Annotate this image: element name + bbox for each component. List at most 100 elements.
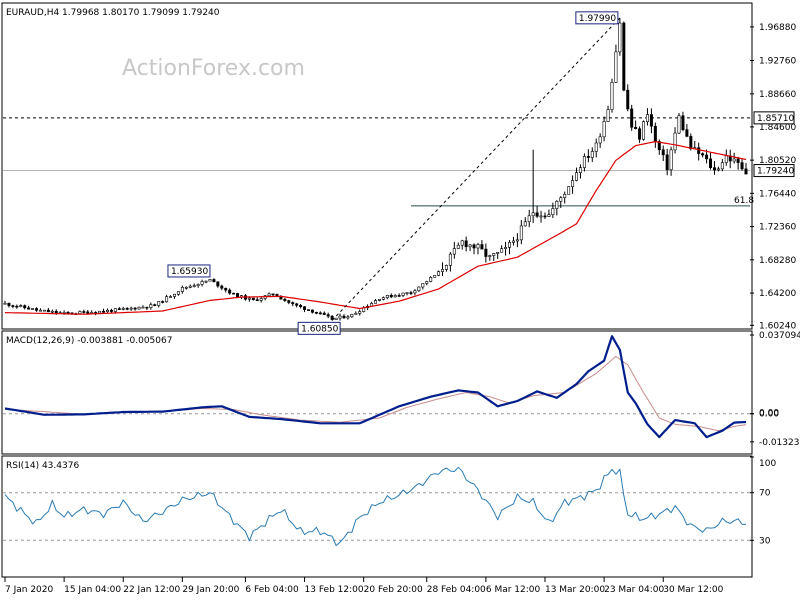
candle-body — [153, 304, 157, 306]
candle-body — [476, 244, 480, 249]
time-tick-label: 13 Mar 20:00 — [545, 585, 605, 595]
candle-body — [306, 309, 310, 311]
candle-body — [547, 214, 551, 217]
candle-body — [626, 89, 630, 110]
candle-body — [610, 82, 614, 110]
candle-body — [555, 200, 559, 209]
price-tick-label: 1.84600 — [759, 123, 796, 133]
candle-body — [271, 293, 275, 296]
candle-body — [204, 280, 208, 283]
rsi-line — [4, 466, 746, 547]
macd-tick-label: 0.00 — [759, 410, 779, 420]
candle-body — [149, 304, 153, 308]
candle-body — [618, 22, 622, 53]
candle-body — [169, 296, 173, 298]
annotation-label: 1.60850 — [301, 324, 338, 334]
time-tick-label: 6 Mar 12:00 — [486, 585, 541, 595]
candle-body — [121, 308, 125, 310]
candle-body — [630, 108, 634, 128]
candle-body — [559, 197, 563, 202]
candle-body — [62, 312, 66, 314]
candle-body — [543, 215, 547, 218]
price-levels: 1.85710 1.79240 61.8 — [3, 111, 795, 207]
candle-body — [310, 309, 314, 313]
candle-body — [649, 114, 653, 127]
annotation-label: 1.65930 — [171, 267, 208, 277]
candle-body — [669, 149, 673, 170]
price-axis: 1.96880 1.92760 1.88660 1.84600 1.80520 1.764… — [750, 23, 796, 331]
candle-body — [425, 281, 429, 284]
candle-body — [488, 255, 492, 257]
candle-body — [606, 109, 610, 122]
candle-body — [389, 295, 393, 298]
candle-body — [303, 306, 307, 310]
candle-body — [86, 311, 90, 314]
candle-body — [212, 279, 216, 283]
candle-body — [247, 297, 251, 300]
time-tick-label: 28 Feb 04:00 — [427, 585, 486, 595]
price-tick-label: 1.92760 — [759, 56, 796, 66]
candle-body — [433, 275, 437, 278]
rsi-panel-title: RSI(14) 43.4376 — [6, 461, 79, 471]
candle-body — [590, 151, 594, 158]
time-tick-label: 22 Jan 12:00 — [123, 585, 180, 595]
candle-body — [720, 162, 724, 170]
candle-body — [456, 244, 460, 249]
time-axis: 7 Jan 2020 15 Jan 04:00 22 Jan 12:00 29 Jan… — [4, 577, 724, 595]
candle-body — [50, 310, 54, 313]
candle-body — [397, 295, 401, 297]
price-level-box — [753, 164, 795, 178]
candle-body — [381, 297, 385, 300]
candle-body — [563, 194, 567, 198]
candle-body — [508, 242, 512, 248]
candle-body — [539, 215, 543, 218]
candle-body — [184, 287, 188, 289]
candle-body — [421, 283, 425, 288]
candle-body — [642, 121, 646, 140]
time-tick-label: 7 Jan 2020 — [5, 585, 53, 595]
candle-body — [295, 303, 299, 306]
macd-tick-label: 0.037094 — [759, 331, 800, 341]
candle-body — [413, 290, 417, 294]
candle-body — [709, 158, 713, 168]
candle-body — [594, 142, 598, 152]
candle-body — [716, 168, 720, 171]
candle-body — [19, 305, 23, 307]
candle-body — [511, 240, 515, 243]
candle-body — [255, 299, 259, 301]
candle-body — [437, 271, 441, 276]
candle-body — [23, 305, 27, 309]
price-tick-label: 1.88660 — [759, 90, 796, 100]
price-tick-label: 1.64200 — [759, 289, 796, 299]
candle-body — [444, 265, 448, 270]
candle-body — [236, 293, 240, 298]
candle-body — [551, 208, 555, 215]
candle-body — [7, 302, 11, 306]
candle-body — [634, 126, 638, 130]
candle-body — [11, 305, 15, 307]
candle-body — [346, 316, 350, 319]
candle-body — [460, 240, 464, 246]
candle-body — [117, 308, 121, 310]
candle-body — [500, 248, 504, 253]
rsi-tick-label: 70 — [759, 489, 771, 499]
candle-body — [125, 308, 129, 310]
candle-body — [224, 287, 228, 291]
candle-body — [291, 302, 295, 305]
candle-body — [448, 253, 452, 266]
candle-body — [326, 314, 330, 317]
candle-body — [575, 172, 579, 181]
candle-body — [232, 292, 236, 295]
candle-body — [405, 292, 409, 294]
macd-line — [4, 335, 747, 439]
candle-body — [176, 291, 180, 295]
candle-body — [535, 212, 539, 217]
candle-body — [314, 311, 318, 314]
time-tick-label: 13 Feb 12:00 — [305, 585, 364, 595]
candle-body — [141, 306, 145, 309]
rsi-panel — [1, 455, 753, 578]
candle-body — [259, 298, 263, 301]
annotation-box — [167, 264, 211, 278]
candle-body — [586, 156, 590, 158]
candle-body — [330, 315, 334, 320]
